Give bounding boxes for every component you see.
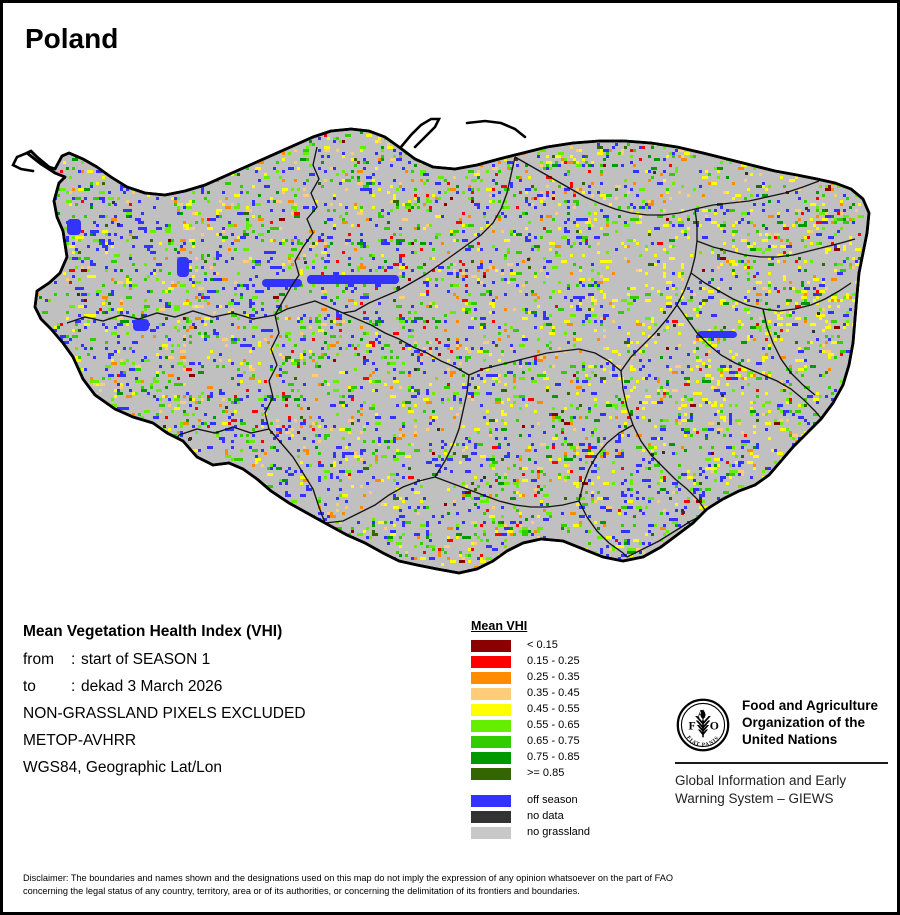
legend-class-list: < 0.15 0.15 - 0.25 0.25 - 0.35 0.35 - 0.45 0…: [471, 638, 631, 782]
legend-class-swatch: [471, 639, 511, 652]
legend-class-swatch: [471, 703, 511, 716]
legend-class-label: 0.35 - 0.45: [527, 687, 580, 700]
fao-org-line-1: Food and Agriculture: [742, 698, 878, 713]
legend-class-row[interactable]: 0.25 - 0.35: [471, 670, 631, 686]
legend-class-row[interactable]: 0.75 - 0.85: [471, 750, 631, 766]
national-border: [25, 127, 871, 575]
legend-class-label: 0.55 - 0.65: [527, 719, 580, 732]
info-to-value: dekad 3 March 2026: [81, 678, 223, 695]
fao-branding-block: F A O FIAT PANIS Food and Agriculture Or…: [675, 697, 890, 807]
legend-class-swatch: [471, 751, 511, 764]
legend-special-row[interactable]: no data: [471, 809, 631, 825]
legend-class-label: < 0.15: [527, 639, 558, 652]
disclaimer: Disclaimer: The boundaries and names sho…: [23, 872, 878, 898]
info-note-sensor: METOP-AVHRR: [23, 732, 137, 749]
legend-class-swatch: [471, 655, 511, 668]
legend-class-row[interactable]: >= 0.85: [471, 766, 631, 782]
map-svg: [11, 117, 871, 575]
page-title: Poland: [25, 23, 119, 54]
map-landmass: [25, 127, 871, 575]
legend-special-label: off season: [527, 794, 578, 807]
legend-class-swatch: [471, 767, 511, 780]
legend-class-label: 0.45 - 0.55: [527, 703, 580, 716]
legend-spacer: [471, 782, 631, 793]
legend-class-row[interactable]: 0.15 - 0.25: [471, 654, 631, 670]
legend-class-label: 0.75 - 0.85: [527, 751, 580, 764]
legend-special-list: off season no data no grassland: [471, 793, 631, 841]
legend-class-swatch: [471, 687, 511, 700]
vhi-legend: Mean VHI < 0.15 0.15 - 0.25 0.25 - 0.35 0.3…: [471, 619, 631, 841]
fao-organization-name: Food and Agriculture Organization of the…: [742, 697, 878, 748]
disclaimer-line-1: Disclaimer: The boundaries and names sho…: [23, 873, 673, 883]
info-to-sep: :: [71, 678, 76, 695]
giews-subtitle: Global Information and Early Warning Sys…: [675, 772, 890, 807]
info-title: Mean Vegetation Health Index (VHI): [23, 623, 283, 640]
legend-class-row[interactable]: 0.65 - 0.75: [471, 734, 631, 750]
info-from-value: start of SEASON 1: [81, 651, 211, 668]
legend-class-label: 0.15 - 0.25: [527, 655, 580, 668]
legend-special-label: no data: [527, 810, 564, 823]
info-from-sep: :: [71, 651, 76, 668]
info-row-from: from: start of SEASON 1: [23, 651, 443, 669]
legend-class-row[interactable]: 0.45 - 0.55: [471, 702, 631, 718]
giews-line-2: Warning System – GIEWS: [675, 790, 834, 806]
fao-logo-icon: F A O FIAT PANIS: [676, 698, 730, 752]
legend-special-swatch: [471, 810, 511, 823]
legend-class-row[interactable]: 0.35 - 0.45: [471, 686, 631, 702]
fao-org-line-3: United Nations: [742, 732, 838, 748]
fao-divider: [675, 762, 888, 764]
legend-special-swatch: [471, 794, 511, 807]
disclaimer-line-2: concerning the legal status of any count…: [23, 886, 580, 897]
fao-header: F A O FIAT PANIS Food and Agriculture Or…: [675, 697, 890, 753]
legend-special-row[interactable]: off season: [471, 793, 631, 809]
legend-class-swatch: [471, 719, 511, 732]
legend-class-row[interactable]: < 0.15: [471, 638, 631, 654]
info-row-to: to: dekad 3 March 2026: [23, 678, 443, 696]
legend-class-swatch: [471, 671, 511, 684]
legend-special-row[interactable]: no grassland: [471, 825, 631, 841]
info-note-projection: WGS84, Geographic Lat/Lon: [23, 759, 223, 776]
province-boundaries: [66, 146, 856, 558]
vhi-map[interactable]: [7, 61, 897, 606]
legend-title: Mean VHI: [471, 619, 528, 633]
legend-class-row[interactable]: 0.55 - 0.65: [471, 718, 631, 734]
info-note-exclusion: NON-GRASSLAND PIXELS EXCLUDED: [23, 705, 306, 722]
legend-class-label: 0.65 - 0.75: [527, 735, 580, 748]
map-metadata-block: Mean Vegetation Health Index (VHI) from:…: [23, 623, 443, 786]
legend-class-swatch: [471, 735, 511, 748]
info-to-label: to: [23, 678, 36, 695]
legend-class-label: >= 0.85: [527, 767, 565, 780]
giews-line-1: Global Information and Early: [675, 773, 847, 788]
fao-org-line-2: Organization of the: [742, 715, 865, 731]
legend-special-label: no grassland: [527, 826, 590, 839]
coastline-features: [11, 117, 527, 173]
info-from-label: from: [23, 651, 54, 668]
legend-class-label: 0.25 - 0.35: [527, 671, 580, 684]
legend-special-swatch: [471, 826, 511, 839]
